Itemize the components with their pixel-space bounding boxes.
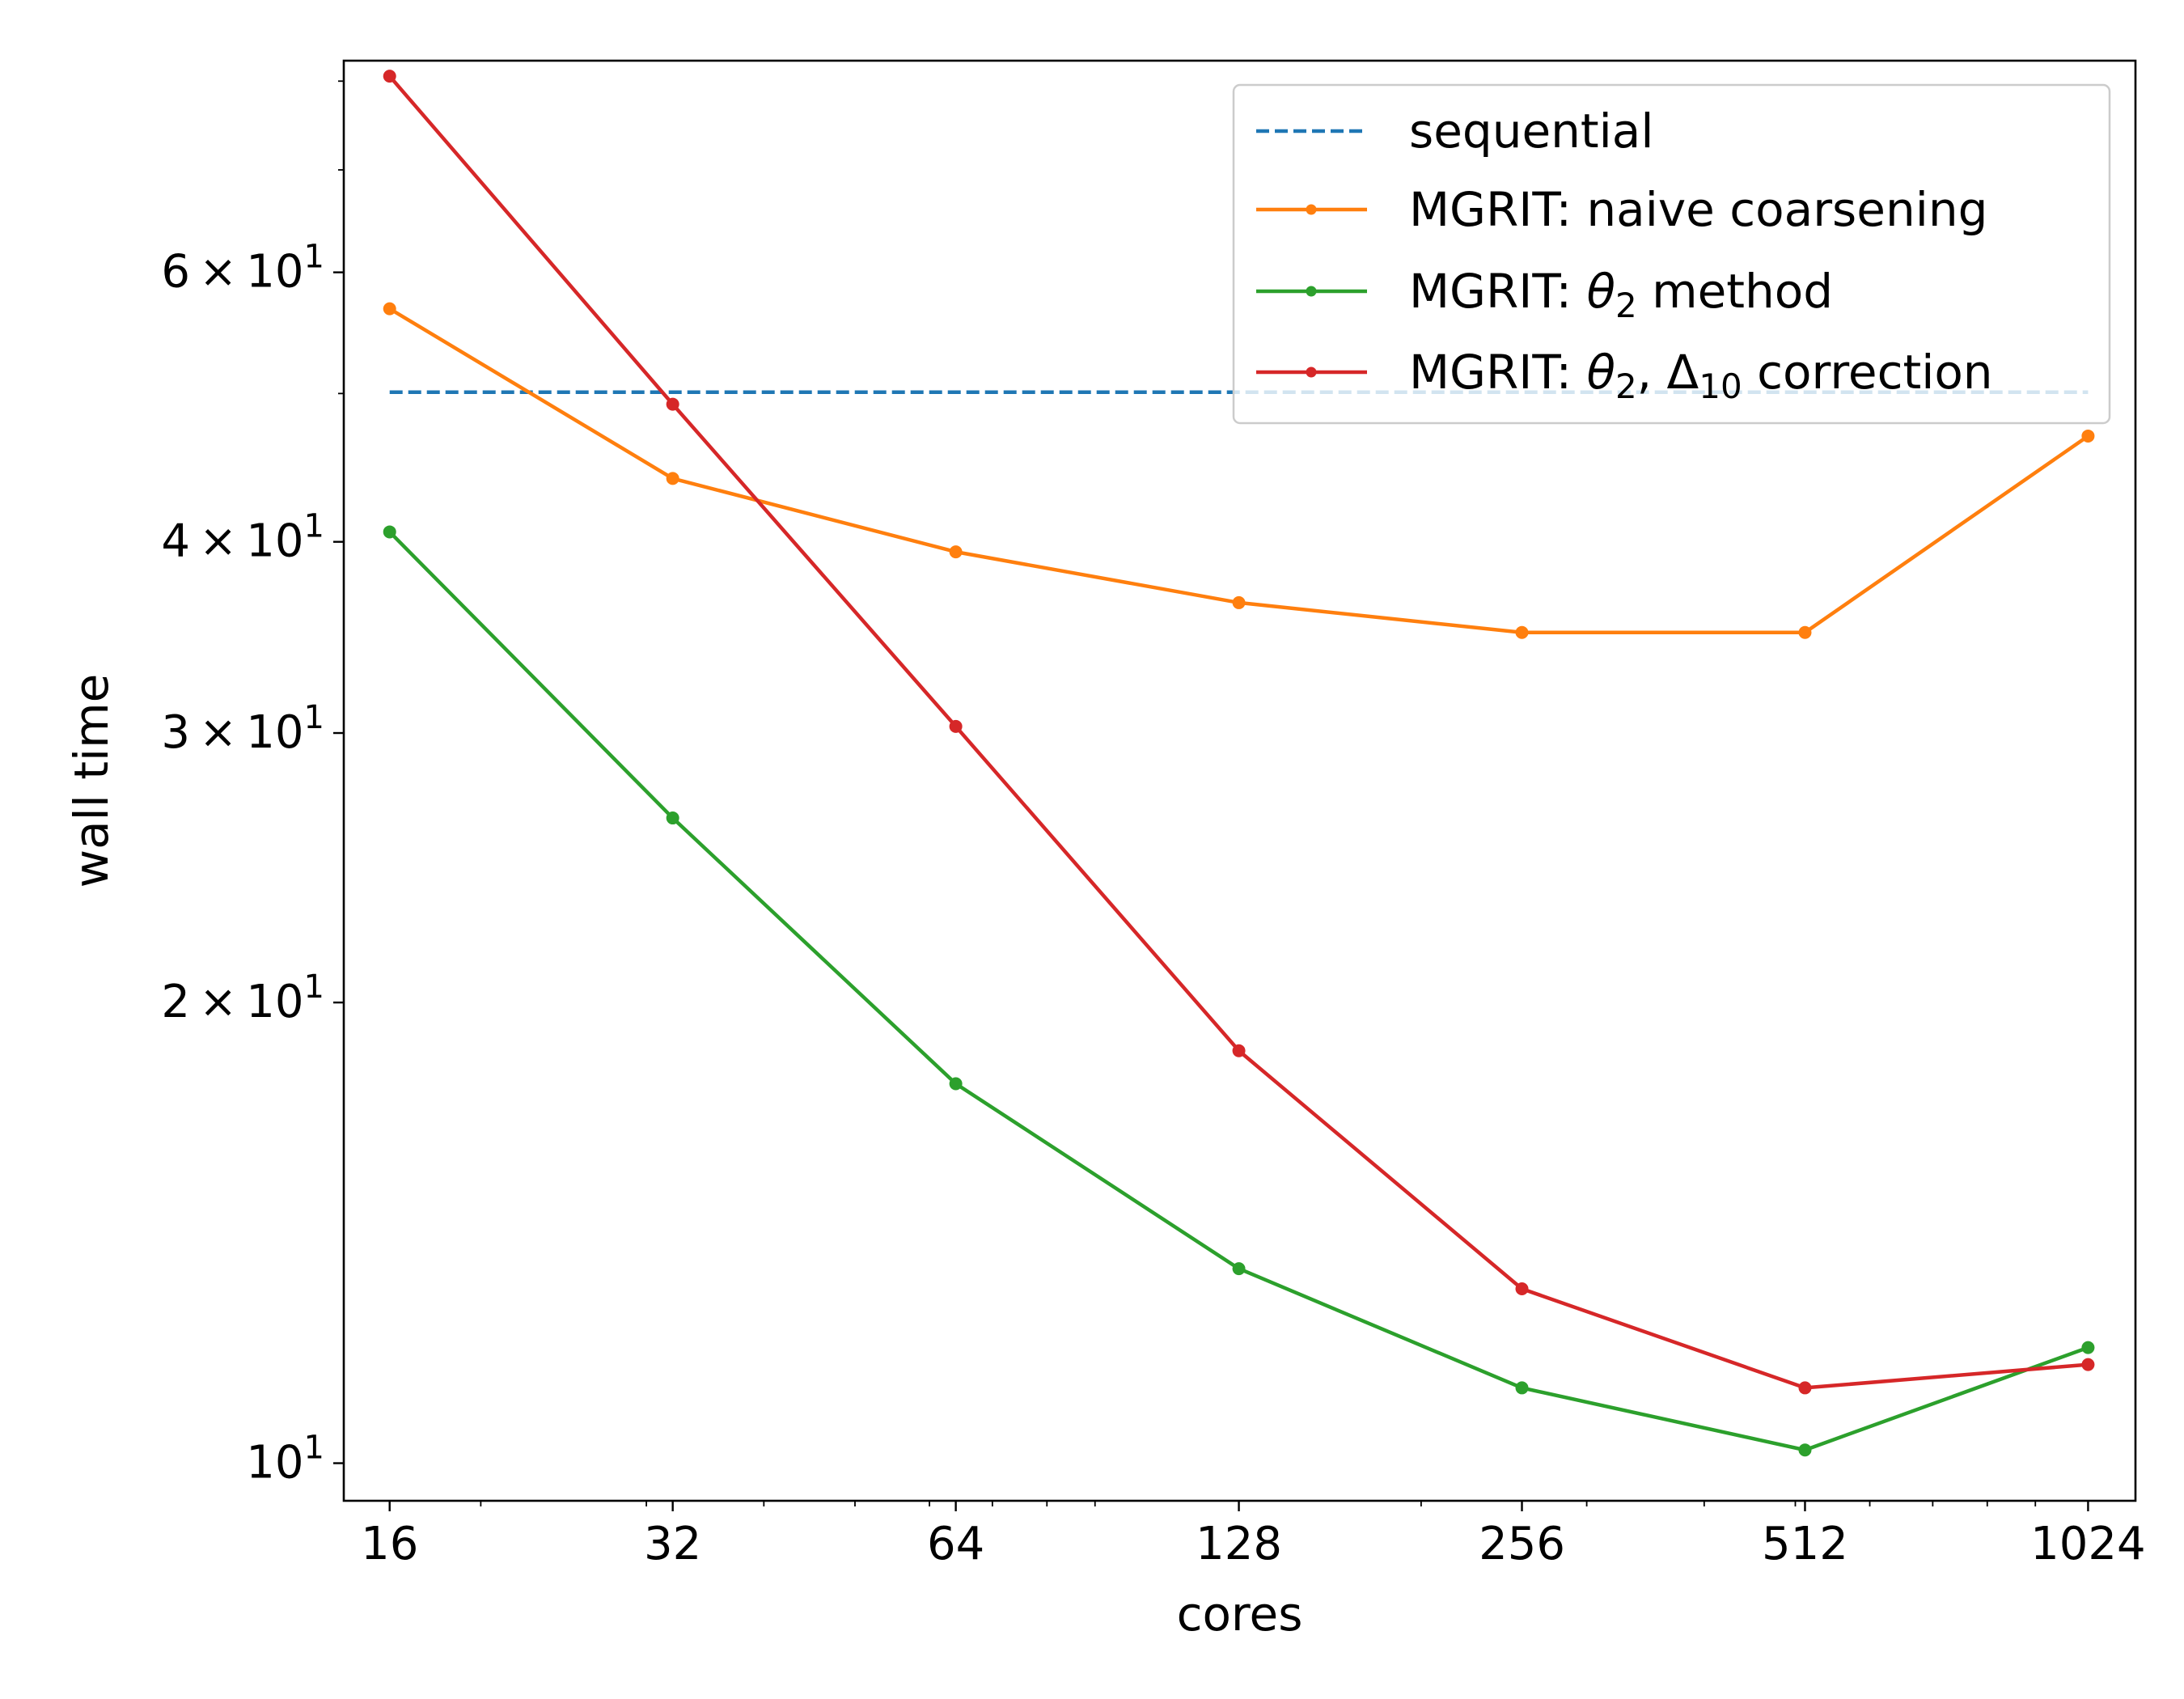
series-point-2 [1515,1381,1529,1395]
legend-label-theta2-delta10-correction: MGRIT: θ2, Δ10 correction [1409,345,1993,406]
legend-box [1232,83,2111,425]
series-point-3 [1798,1381,1812,1395]
series-point-1 [1798,625,1812,639]
series-layer [383,70,2095,1457]
legend-marker-theta2-method [1306,286,1317,297]
legend-entry-naive-coarsening: MGRIT: naive coarsening [1256,182,1987,237]
series-point-1 [383,302,396,316]
x-tick-label: 256 [1479,1518,1565,1570]
x-tick-label: 128 [1196,1518,1282,1570]
series-point-3 [1515,1282,1529,1295]
y-tick-label: 2 × 101 [161,968,324,1028]
x-tick-label: 512 [1762,1518,1848,1570]
legend-entry-theta2-method: MGRIT: θ2 method [1256,264,1833,325]
legend-marker-naive-coarsening [1306,204,1317,215]
series-point-2 [666,811,679,825]
series-point-1 [949,545,963,559]
series-point-1 [1515,625,1529,639]
series-point-2 [1232,1262,1246,1276]
ticks-layer: 16 32 64 128 256 512 1024 101 2 × 101 3 × 101 4 × … [161,80,2146,1570]
x-axis-label: cores [1177,1587,1303,1642]
x-tick-label: 1024 [2030,1518,2146,1570]
legend-label-naive-coarsening: MGRIT: naive coarsening [1409,182,1987,237]
series-point-2 [2081,1341,2095,1354]
series-point-3 [2081,1358,2095,1371]
series-point-2 [1798,1443,1812,1457]
series-point-1 [2081,429,2095,443]
y-tick-label: 3 × 101 [161,699,324,759]
x-tick-label: 16 [361,1518,418,1570]
series-point-2 [949,1077,963,1091]
legend-entry-sequential: sequential [1256,104,1653,159]
y-axis-label: wall time [64,674,119,888]
series-point-1 [666,472,679,485]
series-point-1 [1232,595,1246,609]
legend: sequential MGRIT: naive coarsening MGRIT… [1232,83,2111,425]
x-tick-label: 32 [644,1518,701,1570]
series-point-3 [666,397,679,411]
series-point-3 [383,70,396,83]
y-tick-label: 4 × 101 [161,508,324,568]
series-point-3 [949,719,963,733]
legend-label-theta2-method: MGRIT: θ2 method [1409,264,1833,325]
legend-entry-theta2-delta10-correction: MGRIT: θ2, Δ10 correction [1256,345,1993,406]
series-point-2 [383,525,396,539]
x-tick-label: 64 [927,1518,984,1570]
y-tick-label: 6 × 101 [161,239,324,299]
legend-marker-theta2-delta10-correction [1306,366,1317,378]
series-point-3 [1232,1044,1246,1057]
legend-label-sequential: sequential [1409,104,1653,159]
y-tick-label: 101 [246,1430,324,1489]
